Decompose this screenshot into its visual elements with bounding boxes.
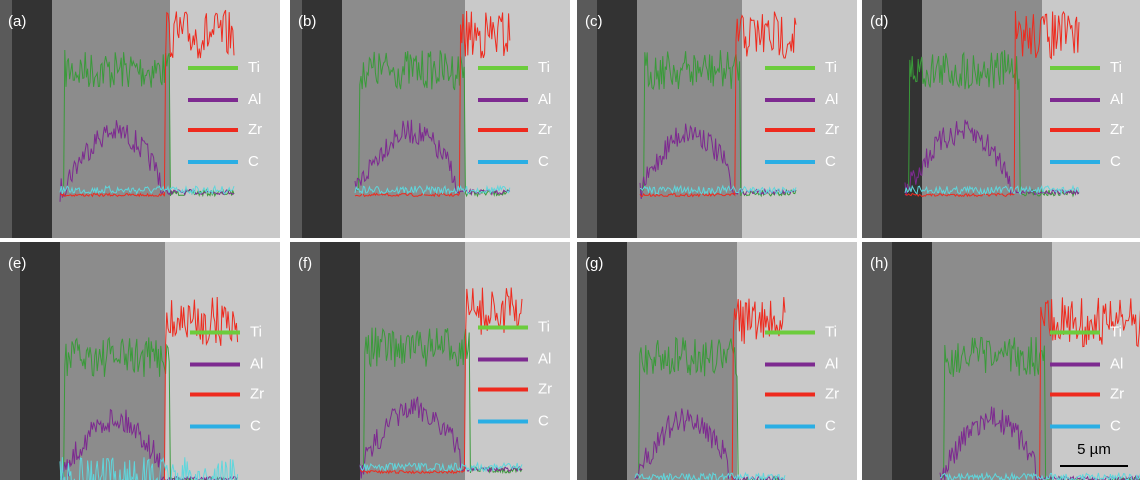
- legend-label: Al: [825, 91, 838, 108]
- panel-label: (f): [298, 255, 312, 272]
- line-scan: [354, 119, 511, 197]
- dark-layer: [587, 242, 627, 480]
- legend-label: Al: [248, 91, 261, 108]
- line-scan: [904, 184, 1080, 196]
- line-scan: [639, 11, 797, 198]
- dark-edge: [862, 0, 882, 238]
- dark-layer: [12, 0, 52, 238]
- dark-layer: [20, 242, 60, 480]
- dark-edge: [577, 0, 597, 238]
- panel-label: (a): [8, 13, 26, 30]
- scale-bar: 5 µm: [1060, 441, 1128, 467]
- light-layer: [737, 242, 857, 480]
- panel: (a) Ti Al Zr C: [0, 0, 280, 238]
- scale-bar-label: 5 µm: [1077, 441, 1111, 458]
- legend-label: Zr: [250, 385, 264, 402]
- legend-label: C: [1110, 153, 1121, 170]
- light-layer: [465, 0, 570, 238]
- legend-label: C: [538, 153, 549, 170]
- legend-label: Zr: [248, 121, 262, 138]
- legend-label: Al: [825, 355, 838, 372]
- legend-label: C: [248, 153, 259, 170]
- legend-label: Ti: [248, 59, 260, 76]
- panel: (g) Ti Al Zr C: [577, 242, 857, 485]
- panel: (f) Ti Al Zr C: [290, 242, 570, 480]
- line-scan: [354, 184, 511, 196]
- panel-label: (e): [8, 255, 26, 272]
- panel: (h) Ti Al Zr C: [862, 242, 1140, 485]
- line-scan: [354, 10, 511, 198]
- panel-label: (g): [585, 255, 603, 272]
- legend-label: C: [825, 417, 836, 434]
- legend-label: Ti: [1110, 323, 1122, 340]
- panel: (e) Ti Al Zr C: [0, 242, 280, 485]
- legend-label: Ti: [1110, 59, 1122, 76]
- dark-edge: [290, 242, 320, 480]
- dark-layer: [597, 0, 637, 238]
- panel: (d) Ti Al Zr C: [862, 0, 1140, 238]
- legend-label: Al: [1110, 355, 1123, 372]
- panel-label: (h): [870, 255, 888, 272]
- legend-label: Zr: [1110, 385, 1124, 402]
- legend-label: Al: [250, 355, 263, 372]
- dark-edge: [0, 0, 12, 238]
- line-scan: [904, 10, 1080, 198]
- light-layer: [170, 0, 280, 238]
- dark-layer: [320, 242, 360, 480]
- legend-label: C: [250, 417, 261, 434]
- dark-layer: [302, 0, 342, 238]
- dark-edge: [0, 242, 20, 480]
- light-layer: [1052, 242, 1140, 480]
- line-scan: [360, 287, 523, 475]
- line-scan: [59, 184, 235, 196]
- line-scan: [639, 184, 797, 196]
- legend-label: Zr: [1110, 121, 1124, 138]
- panel: (c) Ti Al Zr C: [577, 0, 857, 238]
- line-scan: [359, 461, 523, 473]
- legend-label: C: [825, 153, 836, 170]
- line-scan: [634, 471, 786, 483]
- light-layer: [1042, 0, 1140, 238]
- light-layer: [165, 242, 280, 480]
- dark-edge: [290, 0, 302, 238]
- panel: (b) Ti Al Zr C: [290, 0, 570, 238]
- legend-label: Ti: [538, 59, 550, 76]
- legend-label: Ti: [825, 323, 837, 340]
- line-scan: [904, 119, 1080, 196]
- line-scan: [360, 327, 523, 475]
- line-scan: [59, 120, 235, 202]
- line-scan: [359, 396, 523, 479]
- line-scan: [640, 50, 797, 198]
- legend-label: Zr: [538, 380, 552, 397]
- legend-label: Al: [538, 350, 551, 367]
- panel-label: (b): [298, 13, 316, 30]
- legend-label: C: [538, 412, 549, 429]
- line-scan: [940, 471, 1140, 483]
- legend-label: Zr: [538, 121, 552, 138]
- legend-label: Zr: [825, 121, 839, 138]
- legend-label: Zr: [825, 385, 839, 402]
- line-scan: [59, 9, 235, 198]
- dark-layer: [892, 242, 932, 480]
- legend-label: Ti: [825, 59, 837, 76]
- dark-layer: [882, 0, 922, 238]
- dark-edge: [577, 242, 587, 480]
- legend-label: Ti: [250, 323, 262, 340]
- panel-label: (c): [585, 13, 603, 30]
- panel-label: (d): [870, 13, 888, 30]
- legend-label: Al: [538, 91, 551, 108]
- legend-label: Al: [1110, 91, 1123, 108]
- dark-edge: [862, 242, 892, 480]
- legend-label: Ti: [538, 318, 550, 335]
- legend-label: C: [1110, 417, 1121, 434]
